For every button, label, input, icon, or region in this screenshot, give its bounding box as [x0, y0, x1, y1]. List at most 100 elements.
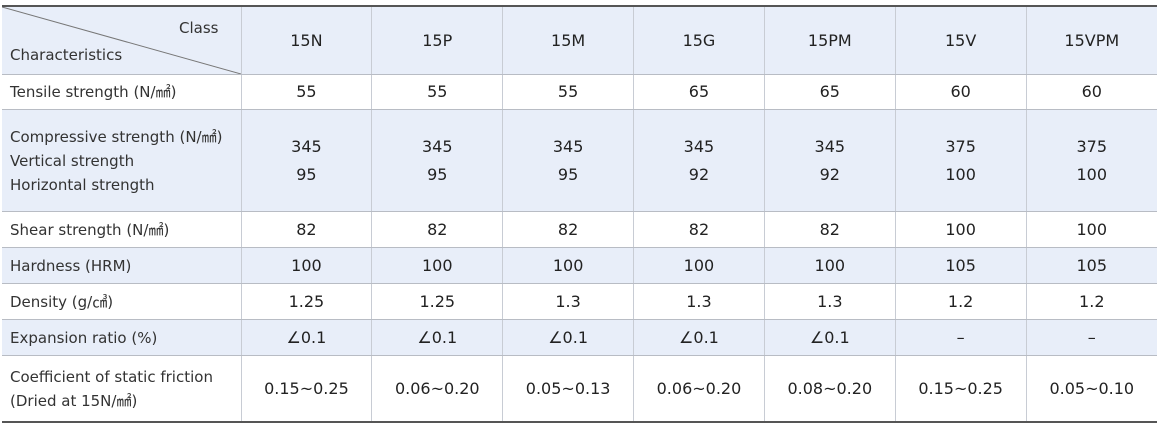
label-line: Coefficient of static friction [10, 367, 213, 386]
label-line: Shear strength (N/㎟) [10, 220, 170, 239]
value-line: ∠0.1 [679, 327, 719, 347]
value-cell: 0.05~0.13 [502, 355, 634, 423]
value-line: 55 [557, 82, 579, 101]
value-line: 82 [819, 219, 840, 239]
value-cell: 375 100 [1025, 109, 1157, 212]
row: Expansion ratio (%) ∠0.1 ∠0.1 ∠0.1 ∠0.1 ∠0.1 –… [2, 319, 1157, 356]
label-line: Tensile strength (N/㎟) [10, 83, 177, 101]
diagonal [2, 7, 241, 74]
value-cell: 100 [240, 247, 372, 284]
value-cell: 0.15~0.25 [240, 355, 372, 423]
label-line: Expansion ratio (%) [10, 328, 158, 347]
value-line: 345 [552, 136, 584, 156]
value-line: 0.05~0.13 [525, 378, 611, 398]
value-line: 1.2 [947, 291, 974, 311]
value-line: 60 [950, 82, 971, 101]
value-cell: 82 [240, 211, 372, 248]
value-line: 105 [1076, 255, 1108, 275]
value-line: 100 [945, 219, 976, 239]
value-line: 92 [819, 164, 840, 184]
class-label: Class [179, 19, 219, 37]
row-label: Tensile strength (N/㎟) [2, 74, 241, 110]
value-line: 100 [1076, 219, 1108, 239]
value-cell: 82 [371, 211, 503, 248]
value-line: 100 [421, 255, 453, 275]
value-line: 100 [683, 255, 715, 275]
row: Coefficient of static friction (Dried at … [2, 355, 1157, 423]
class-header: 15N [240, 5, 372, 75]
row: Density (g/㎤) 1.25 1.25 1.3 1.3 1.3 1.2 1.2 [2, 283, 1157, 320]
label-line: Horizontal strength [10, 175, 155, 194]
row-label: Density (g/㎤) [2, 283, 241, 320]
value-line: 375 [1076, 136, 1108, 156]
row: Compressive strength (N/㎟) Vertical stren… [2, 109, 1157, 212]
value-line: 345 [421, 136, 453, 156]
value-cell: ∠0.1 [633, 319, 765, 356]
class-header: 15G [633, 5, 765, 75]
value-cell: 345 95 [371, 109, 503, 212]
value-line: ∠0.1 [548, 327, 588, 347]
value-cell: 0.08~0.20 [763, 355, 896, 423]
value-line: 0.05~0.10 [1049, 378, 1135, 398]
value-cell: ∠0.1 [240, 319, 372, 356]
row-label: Compressive strength (N/㎟) Vertical stren… [2, 109, 241, 212]
value-line: – [1087, 327, 1096, 347]
label-line: Hardness (HRM) [10, 256, 132, 275]
value-line: 65 [688, 82, 710, 101]
value-cell: 55 [502, 74, 634, 110]
value-line: 0.06~0.20 [394, 378, 480, 398]
value-line: 55 [427, 82, 448, 101]
value-cell: 82 [763, 211, 896, 248]
value-cell: 100 [763, 247, 896, 284]
value-line: 60 [1081, 82, 1102, 101]
value-line: 1.25 [288, 291, 325, 311]
value-line: 100 [945, 164, 976, 184]
value-line: 100 [552, 255, 584, 275]
value-cell: 1.2 [1025, 283, 1157, 320]
value-cell: 345 92 [763, 109, 896, 212]
value-cell: 1.2 [894, 283, 1027, 320]
value-line: 65 [819, 82, 840, 101]
value-line: 105 [945, 255, 976, 275]
row: Shear strength (N/㎟) 82 82 82 82 82 100 100 [2, 211, 1157, 248]
value-line: 0.15~0.25 [264, 378, 349, 398]
value-line: 345 [683, 136, 715, 156]
value-cell: 345 95 [502, 109, 634, 212]
value-line: 1.3 [817, 291, 843, 311]
value-cell: – [894, 319, 1027, 356]
label-line: Vertical strength [10, 151, 135, 170]
row: Tensile strength (N/㎟) 55 55 55 65 65 60 60 [2, 74, 1157, 110]
value-cell: 0.06~0.20 [633, 355, 765, 423]
value-line: ∠0.1 [417, 327, 458, 347]
table-body: Class Characteristics 15N 15P 15M 15G 15PM 15… [2, 5, 1157, 423]
value-line: 82 [296, 219, 317, 239]
value-line: 345 [814, 136, 846, 156]
value-line: 1.2 [1079, 291, 1105, 311]
value-line: 0.15~0.25 [918, 378, 1003, 398]
value-cell: 0.05~0.10 [1025, 355, 1157, 423]
label-line: Density (g/㎤) [10, 292, 114, 311]
row-label: Coefficient of static friction (Dried at … [2, 355, 241, 423]
value-cell: 55 [240, 74, 372, 110]
value-cell: 1.3 [763, 283, 896, 320]
value-line: 82 [688, 219, 710, 239]
class-header: 15M [502, 5, 634, 75]
value-cell: ∠0.1 [763, 319, 896, 356]
value-line: 82 [427, 219, 448, 239]
class-header: 15V [894, 5, 1027, 75]
value-line: 55 [296, 82, 317, 101]
value-cell: 1.25 [240, 283, 372, 320]
value-cell: 1.25 [371, 283, 503, 320]
value-line: 100 [1076, 164, 1108, 184]
class-header: 15VPM [1025, 5, 1157, 75]
value-cell: 82 [633, 211, 765, 248]
value-cell: 82 [502, 211, 634, 248]
value-cell: ∠0.1 [502, 319, 634, 356]
spec-table: Class Characteristics 15N 15P 15M 15G 15PM 15… [2, 5, 1157, 423]
value-cell: 100 [1025, 211, 1157, 248]
value-cell: 100 [894, 211, 1027, 248]
value-cell: 0.15~0.25 [894, 355, 1027, 423]
row: Hardness (HRM) 100 100 100 100 100 105 105 [2, 247, 1157, 284]
value-line: 82 [557, 219, 579, 239]
